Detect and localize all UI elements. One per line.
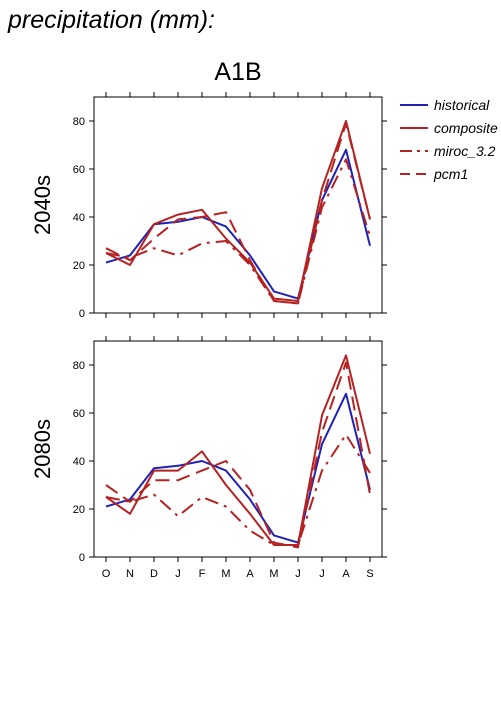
y-tick-label: 60 <box>73 408 85 420</box>
x-tick-label: F <box>199 568 206 580</box>
x-tick-label: A <box>246 568 254 580</box>
series-line-historical <box>105 148 371 300</box>
y-tick-label: 40 <box>73 212 85 224</box>
panel-label: 2040s <box>30 175 55 235</box>
series-line-composite <box>105 354 371 546</box>
y-tick-label: 60 <box>73 164 85 176</box>
legend-label: miroc_3.2 <box>434 143 496 159</box>
panel-2040s: 0 20 40 60 80 2040s <box>30 92 387 320</box>
y-tick-label: 20 <box>73 260 85 272</box>
y-tick-label: 20 <box>73 504 85 516</box>
page-title: precipitation (mm): <box>8 6 215 34</box>
series-line-pcm1 <box>105 361 371 549</box>
x-tick-label: M <box>269 568 278 580</box>
legend-label: composite <box>434 120 498 136</box>
plot-frame <box>93 340 383 558</box>
y-tick-label: 40 <box>73 456 85 468</box>
x-tick-label: N <box>126 568 134 580</box>
series-line-pcm1 <box>105 122 371 305</box>
series-line-composite <box>105 120 371 302</box>
series-line-miroc-3-2 <box>105 433 371 546</box>
y-tick-label: 80 <box>73 116 85 128</box>
legend-label: pcm1 <box>433 166 468 182</box>
x-tick-label: J <box>319 568 325 580</box>
series-line-historical <box>105 392 371 544</box>
x-tick-label: J <box>295 568 301 580</box>
y-tick-label: 80 <box>73 360 85 372</box>
x-tick-label: A <box>342 568 350 580</box>
x-tick-label: M <box>221 568 230 580</box>
y-tick-label: 0 <box>79 308 85 320</box>
x-tick-label: S <box>366 568 373 580</box>
y-tick-label: 0 <box>79 552 85 564</box>
x-tick-label: J <box>175 568 181 580</box>
x-tick-label: D <box>150 568 158 580</box>
panel-label: 2080s <box>30 419 55 479</box>
x-tick-label: O <box>102 568 111 580</box>
legend-label: historical <box>434 97 490 113</box>
legend: historical composite miroc_3.2 pcm1 <box>400 97 498 182</box>
panel-2080s: 0 20 40 60 80 O N D J F M A M J J A S 2080s <box>30 336 387 580</box>
chart-title: A1B <box>214 58 261 86</box>
plot-frame <box>93 96 383 314</box>
